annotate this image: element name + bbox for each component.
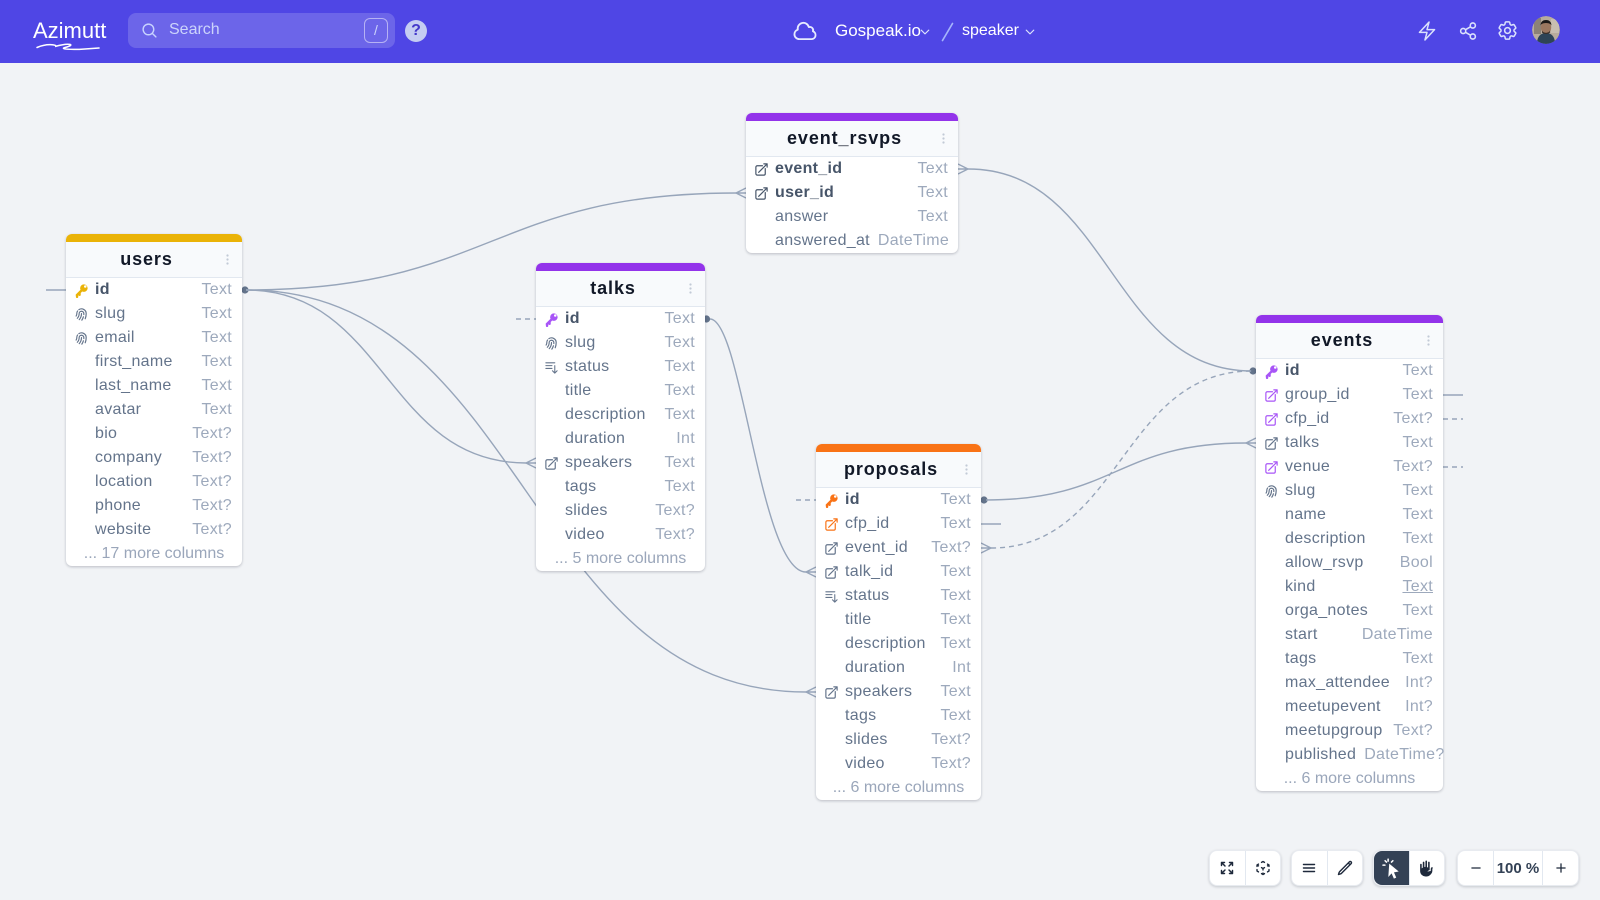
svg-text:Azimutt: Azimutt [33, 18, 106, 43]
